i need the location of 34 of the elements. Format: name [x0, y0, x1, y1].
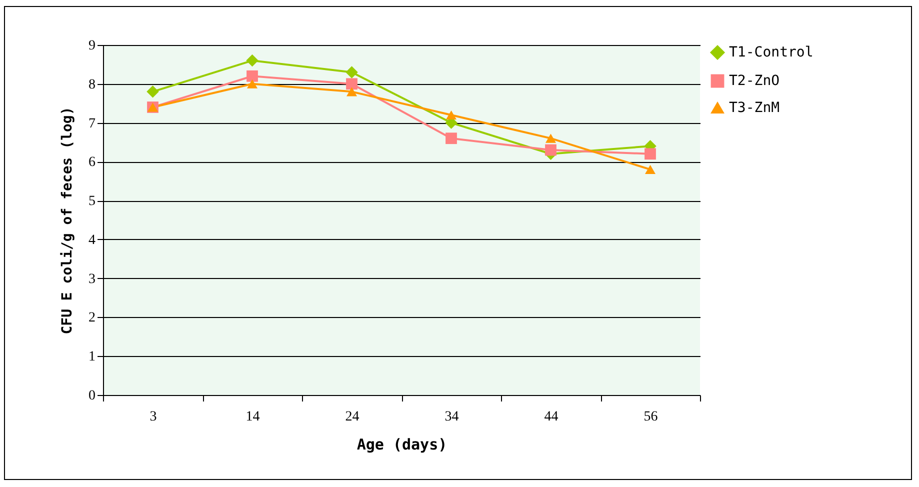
x-tick-label: 3: [150, 410, 157, 424]
y-tick-label: 4: [88, 232, 96, 248]
point: [346, 87, 357, 96]
x-tick-label: 34: [444, 410, 459, 424]
y-tick-label: 5: [88, 194, 96, 210]
y-tick-label: 2: [88, 310, 96, 326]
point: [446, 132, 457, 144]
point: [644, 148, 656, 160]
y-tick-label: 8: [88, 77, 96, 92]
y-tick-label: 9: [88, 38, 96, 54]
y-tick-label: 3: [88, 272, 96, 287]
point: [645, 164, 656, 174]
point: [346, 66, 358, 78]
x-tick-label: 44: [544, 410, 558, 424]
legend-label: T2-ZnO: [729, 73, 780, 89]
x-axis-title: Age (days): [356, 436, 448, 454]
legend-label: T1-Control: [729, 44, 814, 60]
point: [246, 70, 258, 82]
point: [246, 54, 258, 67]
y-tick-label: 6: [88, 155, 96, 170]
legend-label: T3-ZnM: [729, 100, 780, 116]
point: [346, 78, 358, 90]
y-axis-title: CFU E coli/g of feces (log): [60, 106, 76, 334]
x-tick-label: 24: [345, 410, 360, 424]
x-tick-label: 14: [246, 410, 260, 424]
y-tick-label: 1: [88, 350, 96, 365]
y-tick-label: 7: [88, 116, 96, 132]
point: [545, 144, 556, 156]
point: [446, 110, 456, 120]
point: [546, 134, 556, 143]
point: [146, 86, 159, 98]
y-tick-label: 0: [88, 388, 96, 404]
x-tick-label: 56: [644, 410, 658, 424]
point: [247, 79, 258, 88]
